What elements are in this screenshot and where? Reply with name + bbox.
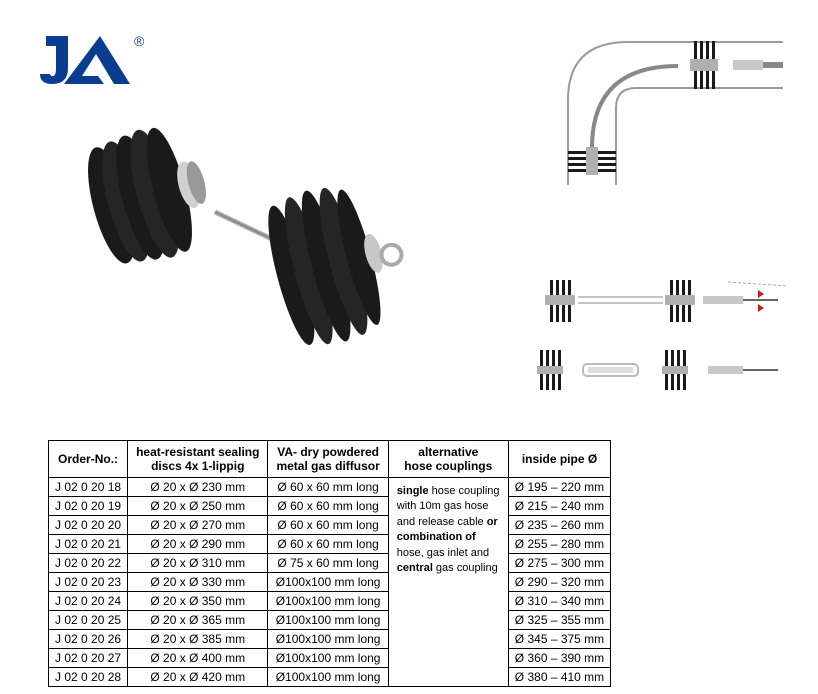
cell-discs: Ø 20 x Ø 400 mm: [128, 649, 268, 668]
cell-diffusor: Ø100x100 mm long: [268, 611, 388, 630]
table-row: J 02 0 20 25Ø 20 x Ø 365 mmØ100x100 mm l…: [49, 611, 611, 630]
table-row: J 02 0 20 20Ø 20 x Ø 270 mmØ 60 x 60 mm …: [49, 516, 611, 535]
cell-pipe: Ø 310 – 340 mm: [508, 592, 610, 611]
cell-discs: Ø 20 x Ø 250 mm: [128, 497, 268, 516]
svg-text:®: ®: [134, 33, 145, 49]
cell-diffusor: Ø 60 x 60 mm long: [268, 516, 388, 535]
cell-order: J 02 0 20 25: [49, 611, 128, 630]
cell-order: J 02 0 20 18: [49, 478, 128, 497]
table-row: J 02 0 20 21Ø 20 x Ø 290 mmØ 60 x 60 mm …: [49, 535, 611, 554]
table-row: J 02 0 20 27Ø 20 x Ø 400 mmØ100x100 mm l…: [49, 649, 611, 668]
cell-order: J 02 0 20 27: [49, 649, 128, 668]
cell-pipe: Ø 380 – 410 mm: [508, 668, 610, 687]
cell-discs: Ø 20 x Ø 385 mm: [128, 630, 268, 649]
table-row: J 02 0 20 22Ø 20 x Ø 310 mmØ 75 x 60 mm …: [49, 554, 611, 573]
cell-pipe: Ø 290 – 320 mm: [508, 573, 610, 592]
cell-pipe: Ø 360 – 390 mm: [508, 649, 610, 668]
table-row: J 02 0 20 18Ø 20 x Ø 230 mmØ 60 x 60 mm …: [49, 478, 611, 497]
cell-pipe: Ø 325 – 355 mm: [508, 611, 610, 630]
brand-logo: ®: [40, 32, 150, 97]
header-order: Order-No.:: [49, 441, 128, 478]
cell-order: J 02 0 20 19: [49, 497, 128, 516]
cell-order: J 02 0 20 28: [49, 668, 128, 687]
cell-pipe: Ø 215 – 240 mm: [508, 497, 610, 516]
cell-diffusor: Ø100x100 mm long: [268, 649, 388, 668]
cell-discs: Ø 20 x Ø 330 mm: [128, 573, 268, 592]
table-row: J 02 0 20 28Ø 20 x Ø 420 mmØ100x100 mm l…: [49, 668, 611, 687]
table-row: J 02 0 20 23Ø 20 x Ø 330 mmØ100x100 mm l…: [49, 573, 611, 592]
cell-discs: Ø 20 x Ø 310 mm: [128, 554, 268, 573]
cell-diffusor: Ø 60 x 60 mm long: [268, 497, 388, 516]
header-alt: alternative hose couplings: [388, 441, 508, 478]
cell-discs: Ø 20 x Ø 230 mm: [128, 478, 268, 497]
cell-order: J 02 0 20 23: [49, 573, 128, 592]
cell-order: J 02 0 20 24: [49, 592, 128, 611]
cell-discs: Ø 20 x Ø 420 mm: [128, 668, 268, 687]
cell-pipe: Ø 275 – 300 mm: [508, 554, 610, 573]
cell-diffusor: Ø100x100 mm long: [268, 592, 388, 611]
table-header-row: Order-No.: heat-resistant sealing discs …: [49, 441, 611, 478]
header-diffusor: VA- dry powdered metal gas diffusor: [268, 441, 388, 478]
cell-order: J 02 0 20 22: [49, 554, 128, 573]
cell-order: J 02 0 20 20: [49, 516, 128, 535]
cell-discs: Ø 20 x Ø 350 mm: [128, 592, 268, 611]
cell-discs: Ø 20 x Ø 270 mm: [128, 516, 268, 535]
cell-alt-couplings: single hose coupling with 10m gas hose a…: [388, 478, 508, 687]
table-row: J 02 0 20 19Ø 20 x Ø 250 mmØ 60 x 60 mm …: [49, 497, 611, 516]
cell-order: J 02 0 20 21: [49, 535, 128, 554]
product-photo: [70, 100, 440, 360]
cell-pipe: Ø 345 – 375 mm: [508, 630, 610, 649]
table-row: J 02 0 20 24Ø 20 x Ø 350 mmØ100x100 mm l…: [49, 592, 611, 611]
cell-pipe: Ø 195 – 220 mm: [508, 478, 610, 497]
assembly-diagram: [518, 280, 798, 410]
cell-discs: Ø 20 x Ø 290 mm: [128, 535, 268, 554]
cell-pipe: Ø 235 – 260 mm: [508, 516, 610, 535]
header-discs: heat-resistant sealing discs 4x 1-lippig: [128, 441, 268, 478]
cell-discs: Ø 20 x Ø 365 mm: [128, 611, 268, 630]
table-row: J 02 0 20 26Ø 20 x Ø 385 mmØ100x100 mm l…: [49, 630, 611, 649]
cell-pipe: Ø 255 – 280 mm: [508, 535, 610, 554]
cell-order: J 02 0 20 26: [49, 630, 128, 649]
cell-diffusor: Ø100x100 mm long: [268, 573, 388, 592]
header-pipe: inside pipe Ø: [508, 441, 610, 478]
specifications-table: Order-No.: heat-resistant sealing discs …: [48, 440, 611, 687]
elbow-pipe-diagram: [558, 30, 798, 200]
cell-diffusor: Ø100x100 mm long: [268, 668, 388, 687]
cell-diffusor: Ø 75 x 60 mm long: [268, 554, 388, 573]
cell-diffusor: Ø 60 x 60 mm long: [268, 535, 388, 554]
cell-diffusor: Ø 60 x 60 mm long: [268, 478, 388, 497]
cell-diffusor: Ø100x100 mm long: [268, 630, 388, 649]
